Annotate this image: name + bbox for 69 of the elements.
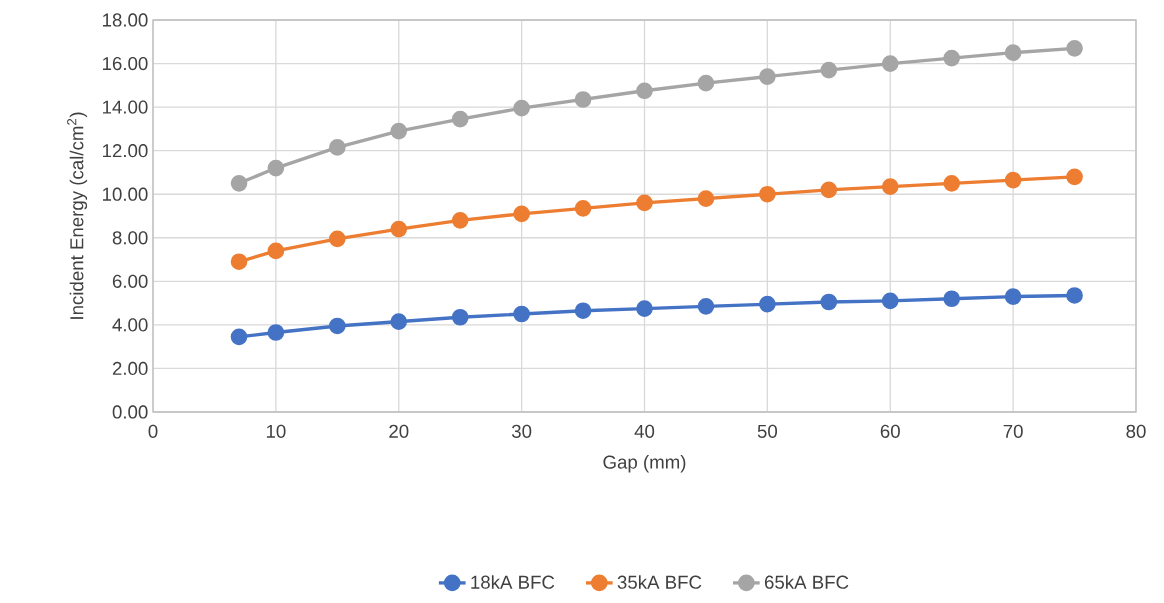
point bbox=[697, 190, 715, 207]
point bbox=[230, 253, 248, 271]
point bbox=[230, 328, 248, 346]
y-axis-title: Incident Energy (cal/cm$^{2}$) bbox=[67, 112, 88, 319]
point bbox=[820, 181, 838, 199]
x-tick-label: 10 bbox=[266, 424, 286, 438]
x-tick-label: 60 bbox=[880, 424, 900, 438]
y-tick-label: 12.00 bbox=[103, 144, 148, 158]
y-tick-label: 18.00 bbox=[103, 13, 148, 27]
point bbox=[1004, 44, 1022, 61]
point bbox=[636, 300, 653, 317]
y-tick-label: 14.00 bbox=[103, 100, 148, 114]
y-tick-label: 16.00 bbox=[103, 56, 148, 71]
point bbox=[820, 61, 838, 79]
x-tick-label: 30 bbox=[511, 424, 532, 438]
x-tick-label: 40 bbox=[634, 424, 655, 438]
y-tick-label: 0.00 bbox=[112, 405, 148, 419]
legend-label: 65kA BFC bbox=[764, 575, 849, 589]
point bbox=[1066, 168, 1083, 186]
x-tick-label: 0 bbox=[148, 424, 158, 438]
point bbox=[451, 110, 469, 128]
point bbox=[574, 200, 592, 217]
point bbox=[328, 139, 346, 156]
point bbox=[390, 122, 408, 140]
point bbox=[943, 174, 961, 192]
point bbox=[451, 308, 469, 326]
y-tick-label: 4.00 bbox=[112, 318, 148, 332]
point bbox=[390, 313, 408, 330]
y-tick-label: 10.00 bbox=[103, 187, 148, 201]
x-tick-label: 70 bbox=[1003, 424, 1023, 438]
point bbox=[697, 74, 715, 92]
point bbox=[328, 230, 346, 248]
point bbox=[943, 49, 961, 67]
point bbox=[513, 205, 530, 223]
x-tick-label: 80 bbox=[1126, 424, 1146, 438]
point bbox=[636, 82, 653, 100]
point bbox=[881, 55, 899, 72]
x-axis-title: Gap (mm) bbox=[603, 455, 686, 473]
point bbox=[513, 305, 530, 323]
legend-label: 35kA BFC bbox=[617, 575, 702, 589]
legend-label: 18kA BFC bbox=[471, 575, 555, 589]
point bbox=[1004, 171, 1022, 189]
point bbox=[390, 220, 408, 238]
point bbox=[759, 68, 776, 85]
point bbox=[574, 91, 592, 108]
point bbox=[943, 290, 961, 308]
point bbox=[574, 302, 592, 320]
point bbox=[881, 178, 899, 195]
point bbox=[1066, 39, 1083, 57]
point bbox=[513, 99, 530, 117]
point bbox=[759, 295, 776, 313]
point bbox=[881, 292, 899, 310]
point bbox=[328, 317, 346, 335]
point bbox=[1066, 287, 1083, 304]
point bbox=[759, 185, 776, 203]
point bbox=[230, 174, 248, 192]
point bbox=[697, 298, 715, 315]
point bbox=[267, 324, 285, 341]
y-tick-label: 8.00 bbox=[112, 231, 148, 245]
point bbox=[1004, 288, 1022, 305]
point bbox=[636, 194, 653, 212]
y-tick-label: 2.00 bbox=[112, 361, 148, 376]
point bbox=[267, 242, 285, 260]
x-tick-label: 50 bbox=[757, 424, 778, 438]
y-tick-label: 6.00 bbox=[112, 274, 148, 288]
x-tick-label: 20 bbox=[389, 424, 409, 438]
point bbox=[820, 293, 838, 311]
point bbox=[451, 212, 469, 229]
point bbox=[267, 159, 285, 177]
